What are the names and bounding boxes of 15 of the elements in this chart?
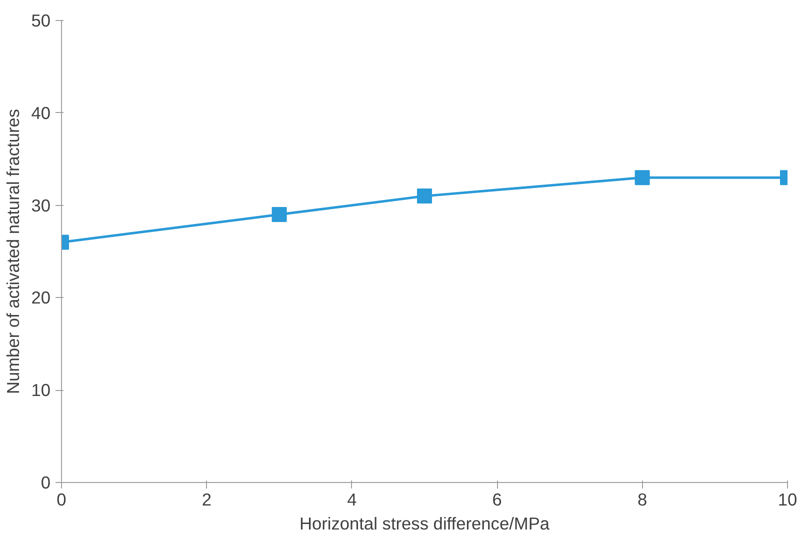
y-tick-label: 0 bbox=[40, 472, 51, 492]
x-tick-label: 10 bbox=[778, 490, 798, 510]
x-axis-title: Horizontal stress difference/MPa bbox=[299, 514, 550, 534]
x-tick-label: 6 bbox=[492, 490, 502, 510]
y-tick-label: 10 bbox=[31, 380, 51, 400]
y-tick-label: 40 bbox=[31, 102, 51, 123]
y-tick-label: 20 bbox=[31, 288, 51, 308]
point bbox=[417, 188, 432, 204]
x-tick-label: 0 bbox=[56, 490, 66, 510]
x-tick-label: 2 bbox=[202, 490, 212, 510]
y-axis-title: Number of activated natural fractures bbox=[3, 108, 24, 394]
y-tick-label: 30 bbox=[31, 195, 51, 216]
x-tick-label: 8 bbox=[637, 490, 648, 510]
x-tick-label: 4 bbox=[347, 490, 358, 510]
y-tick-label: 50 bbox=[31, 10, 51, 30]
